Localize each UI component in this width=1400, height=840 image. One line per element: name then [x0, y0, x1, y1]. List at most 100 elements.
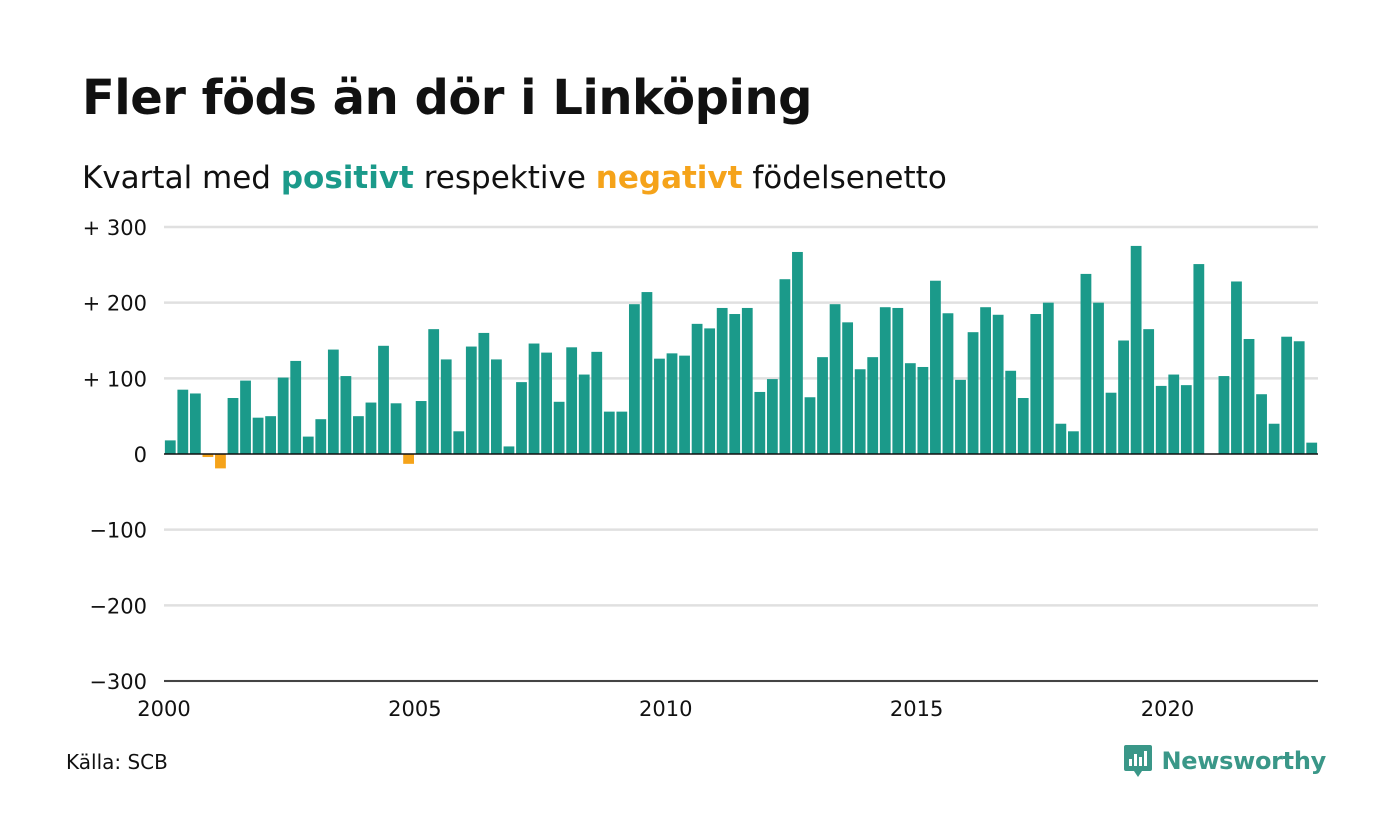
bar	[428, 329, 440, 454]
x-tick-label: 2000	[137, 697, 190, 721]
bar	[628, 304, 640, 454]
bar	[817, 357, 828, 454]
bar	[867, 357, 879, 454]
bar	[1130, 245, 1142, 454]
bar	[930, 280, 941, 454]
bar	[842, 322, 854, 454]
bar	[227, 398, 239, 454]
bar	[215, 454, 226, 469]
bar	[754, 391, 766, 454]
bar	[1281, 336, 1293, 454]
bar	[1306, 442, 1318, 454]
subtitle-part3: födelsenetto	[742, 160, 947, 196]
bar	[541, 352, 552, 454]
bar	[1055, 423, 1067, 454]
bar	[553, 401, 565, 454]
bar	[177, 389, 189, 454]
bar	[729, 314, 741, 454]
brand-logo: Newsworthy	[1123, 744, 1326, 778]
bar-chart-speech-bubble-icon	[1124, 745, 1153, 777]
bar	[691, 323, 703, 454]
bar	[955, 379, 966, 454]
bar	[591, 351, 603, 454]
bar	[1068, 431, 1079, 454]
bar	[265, 416, 277, 454]
bar	[829, 304, 841, 454]
bar	[1193, 264, 1205, 454]
bar	[616, 411, 628, 454]
bar	[1168, 374, 1180, 454]
bar	[654, 358, 665, 454]
bar	[1105, 392, 1117, 454]
y-tick-label: −200	[89, 594, 147, 618]
bar	[240, 380, 251, 454]
bar	[666, 353, 678, 454]
bar	[578, 374, 590, 454]
bar	[1180, 385, 1192, 454]
bar	[1155, 385, 1167, 454]
bar	[766, 379, 778, 454]
bar	[792, 251, 803, 454]
bar	[1042, 302, 1054, 454]
bar	[164, 440, 176, 454]
chart-title: Fler föds än dör i Linköping	[82, 70, 813, 126]
x-tick-label: 2010	[639, 697, 692, 721]
bar	[202, 454, 214, 458]
subtitle-part1: Kvartal med	[82, 160, 281, 196]
bar	[440, 359, 452, 454]
bar	[603, 411, 615, 454]
bar	[189, 393, 201, 454]
subtitle-positive-word: positivt	[280, 160, 414, 196]
brand-name: Newsworthy	[1161, 747, 1326, 775]
bar	[252, 417, 264, 454]
bar	[503, 446, 515, 454]
bar	[1268, 423, 1280, 454]
bar	[967, 332, 979, 454]
bar	[741, 307, 753, 454]
bar	[566, 347, 578, 454]
bar	[415, 401, 427, 454]
bar	[942, 313, 954, 454]
bar	[804, 397, 816, 454]
source-note: Källa: SCB	[66, 750, 168, 774]
bar	[1017, 398, 1029, 454]
y-tick-label: −100	[89, 519, 147, 543]
y-tick-label: + 300	[83, 216, 147, 240]
bar	[904, 363, 916, 454]
bar	[465, 346, 477, 454]
bar	[453, 431, 465, 454]
bar	[1093, 302, 1104, 454]
bar	[716, 307, 728, 454]
bar	[1005, 370, 1017, 454]
bar	[365, 402, 377, 454]
x-tick-label: 2015	[890, 697, 943, 721]
y-tick-label: 0	[134, 443, 147, 467]
bar	[353, 416, 364, 454]
bar	[302, 436, 314, 454]
bar	[340, 376, 352, 454]
bar	[1243, 338, 1255, 454]
bar	[980, 307, 991, 454]
bar	[315, 419, 327, 454]
bar	[992, 314, 1004, 454]
bar	[327, 349, 339, 454]
bar	[1231, 281, 1242, 454]
y-tick-label: −300	[89, 670, 147, 694]
subtitle-negative-word: negativt	[595, 160, 743, 196]
x-tick-label: 2005	[388, 697, 441, 721]
bar	[1256, 394, 1267, 454]
bar	[1080, 273, 1092, 454]
bar	[516, 382, 527, 454]
bar	[390, 403, 402, 454]
bar	[290, 360, 302, 454]
bar	[403, 454, 414, 464]
axes: + 300 + 200 + 100 0 −100 −200 −300 2000 2005 2010…	[83, 216, 1318, 721]
bar	[779, 279, 791, 454]
bars	[164, 245, 1318, 469]
bar	[1218, 376, 1230, 454]
bar	[917, 366, 929, 454]
chart-subtitle: Kvartal med positivt respektive negativt…	[82, 160, 947, 196]
bar	[1293, 341, 1305, 454]
bar	[641, 292, 653, 454]
